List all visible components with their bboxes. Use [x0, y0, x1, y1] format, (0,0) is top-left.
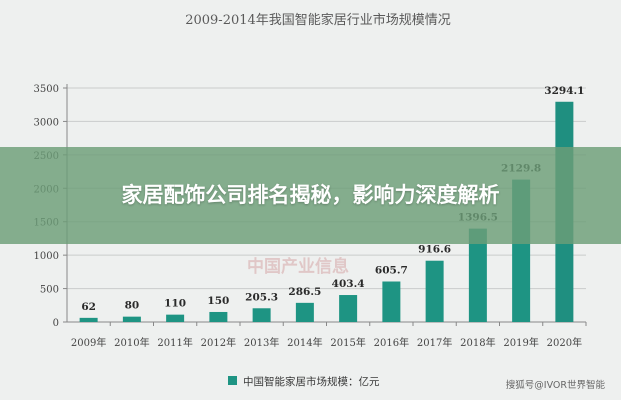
data-label: 205.3: [245, 291, 278, 303]
bar: [79, 317, 98, 322]
data-label: 286.5: [288, 286, 321, 298]
bar: [166, 314, 185, 322]
headline-banner: 家居配饰公司排名揭秘，影响力深度解析: [0, 147, 621, 244]
x-tick-label: 2018年: [460, 336, 495, 349]
bar: [295, 302, 314, 322]
chart-title: 2009-2014年我国智能家居行业市场规模情况: [185, 12, 451, 28]
data-label: 150: [207, 295, 229, 307]
bar: [339, 295, 358, 322]
bar: [468, 228, 487, 322]
data-label: 916.6: [418, 244, 451, 256]
y-tick-label: 3000: [34, 117, 59, 128]
legend-swatch: [228, 376, 237, 385]
bar: [252, 308, 271, 322]
bar: [209, 311, 228, 322]
x-tick-label: 2010年: [114, 336, 149, 349]
x-tick-label: 2012年: [201, 336, 236, 349]
headline-text: 家居配饰公司排名揭秘，影响力深度解析: [121, 183, 500, 207]
source-credit: 搜狐号@IVOR世界智能: [506, 379, 606, 391]
data-label: 3294.1: [544, 85, 584, 97]
y-tick-label: 0: [53, 318, 59, 329]
y-tick-label: 500: [40, 285, 59, 296]
x-tick-label: 2014年: [287, 336, 322, 349]
x-tick-label: 2017年: [417, 336, 452, 349]
x-tick-label: 2020年: [547, 336, 582, 349]
bar: [425, 260, 444, 322]
legend-label: 中国智能家居市场规模：亿元: [243, 375, 380, 388]
watermark-text: 中国产业信息: [247, 256, 349, 277]
y-tick-label: 3500: [34, 84, 59, 95]
y-tick-label: 1000: [34, 251, 59, 262]
bar: [382, 281, 401, 322]
x-tick-label: 2013年: [244, 336, 279, 349]
data-label: 403.4: [332, 278, 365, 290]
data-label: 110: [164, 298, 186, 310]
data-label: 80: [125, 300, 140, 312]
x-tick-label: 2009年: [71, 336, 106, 349]
x-tick-label: 2015年: [330, 336, 365, 349]
data-label: 605.7: [375, 265, 408, 277]
x-tick-label: 2016年: [374, 336, 409, 349]
x-tick-label: 2011年: [157, 336, 192, 349]
bar: [122, 316, 141, 322]
x-tick-label: 2019年: [503, 336, 538, 349]
data-label: 62: [81, 301, 96, 313]
